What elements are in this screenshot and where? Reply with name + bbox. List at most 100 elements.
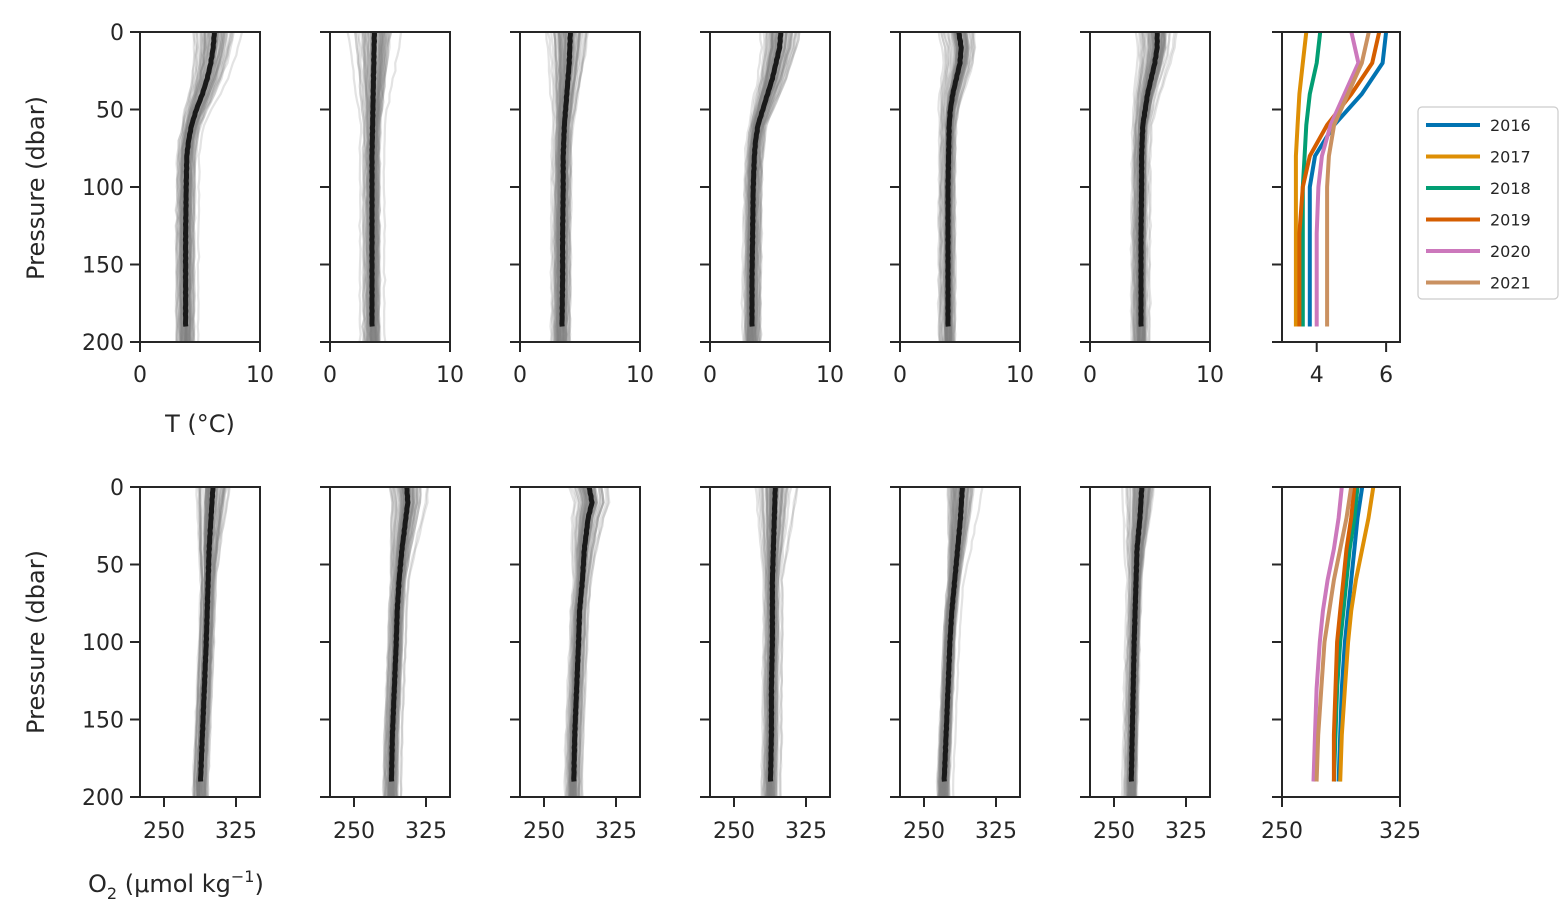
profile-line <box>346 32 363 342</box>
panel-axes: 0 10 <box>1080 31 1224 388</box>
profile-line <box>373 32 384 342</box>
profile-line <box>363 32 370 342</box>
profile-line <box>354 32 366 342</box>
profile-line <box>366 32 372 342</box>
profile-line <box>189 32 229 342</box>
profile-line <box>1133 487 1151 797</box>
profile-line <box>195 487 208 797</box>
profile-line <box>554 32 561 342</box>
profile-line <box>399 487 429 797</box>
profile-line <box>764 487 770 797</box>
profile-line <box>361 32 369 342</box>
x-tick-label: 250 <box>903 819 945 844</box>
profile-line <box>175 32 199 342</box>
series-line-2018 <box>1300 32 1323 327</box>
legend-label-2021: 2021 <box>1490 274 1531 293</box>
summary-series-group <box>1311 487 1376 782</box>
profile-line <box>761 487 769 797</box>
panel-axes: 250 325 <box>1261 486 1421 844</box>
profile-line <box>386 487 403 797</box>
profile-line <box>557 32 566 342</box>
profile-line <box>1142 32 1166 342</box>
profile-line <box>1136 32 1153 342</box>
y-tick-label: 100 <box>82 176 124 201</box>
profile-line <box>187 32 224 342</box>
profile-line <box>203 487 223 797</box>
profile-line <box>775 487 790 797</box>
profile-line <box>394 487 419 797</box>
profile-line <box>746 32 773 342</box>
profile-line <box>951 32 973 342</box>
profile-line <box>764 487 771 797</box>
profile-line <box>192 487 204 797</box>
profile-line <box>179 32 206 342</box>
profile-line <box>555 32 562 342</box>
panel-frame <box>1089 486 1211 798</box>
profile-line <box>564 32 581 342</box>
x-tick-label: 0 <box>513 363 527 388</box>
profile-line <box>191 32 232 342</box>
y-tick-label: 50 <box>96 554 124 579</box>
profile-line <box>189 32 228 342</box>
profile-line <box>1134 487 1153 797</box>
profile-line <box>556 32 565 342</box>
profile-line <box>374 32 385 342</box>
legend-label-2020: 2020 <box>1490 242 1531 261</box>
profile-line <box>1147 32 1176 342</box>
profile-line <box>938 487 955 797</box>
profile-line <box>385 487 401 797</box>
y-tick-label: 150 <box>82 709 124 734</box>
profile-line <box>1142 32 1166 342</box>
profile-line <box>375 32 387 342</box>
profile-line <box>765 487 772 797</box>
profile-line <box>942 32 956 342</box>
profile-line <box>1143 32 1167 342</box>
legend-entries: 2016 2017 2018 2019 2020 2021 <box>1426 116 1531 293</box>
profile-line <box>179 32 207 342</box>
profile-line <box>579 487 608 797</box>
y-tick-label: 150 <box>82 254 124 279</box>
profile-line <box>754 32 793 342</box>
profile-line <box>1133 487 1151 797</box>
x-tick-label: 0 <box>1083 363 1097 388</box>
profile-line <box>1120 487 1129 797</box>
profile-line <box>568 487 585 797</box>
profile-line <box>576 487 602 797</box>
y-tick-label: 200 <box>82 786 124 811</box>
profile-line <box>175 32 199 342</box>
panel-axes: 0 10 <box>890 31 1034 388</box>
profile-line <box>1133 32 1148 342</box>
x-tick-label: 6 <box>1379 363 1393 388</box>
profile-line <box>188 32 226 342</box>
profile-line <box>945 487 971 797</box>
profile-line <box>575 487 599 797</box>
profile-line <box>193 487 204 797</box>
profile-line <box>772 487 785 797</box>
profile-line <box>186 32 222 342</box>
profile-line <box>568 487 585 797</box>
profile-line <box>938 487 956 797</box>
profile-line <box>555 32 562 342</box>
profile-line <box>1132 487 1150 797</box>
profile-line <box>376 32 391 342</box>
y-tick-label: 200 <box>82 331 124 356</box>
x-tick-label: 325 <box>595 819 637 844</box>
profile-line <box>357 32 368 342</box>
profile-line <box>381 487 394 797</box>
row2-x-label-sup: −1 <box>231 867 255 886</box>
profile-line <box>776 487 793 797</box>
profile-line <box>1124 487 1132 797</box>
profile-line <box>1133 487 1151 797</box>
profile-line <box>203 487 225 797</box>
profile-line <box>393 487 417 797</box>
profile-line <box>935 487 951 797</box>
profile-line <box>384 487 398 797</box>
profile-line <box>394 487 419 797</box>
series-line-2017 <box>1338 487 1376 782</box>
profile-line <box>580 487 611 797</box>
profile-line <box>765 487 771 797</box>
profile-line <box>565 487 582 797</box>
x-tick-label: 250 <box>713 819 755 844</box>
profile-line <box>377 32 393 342</box>
